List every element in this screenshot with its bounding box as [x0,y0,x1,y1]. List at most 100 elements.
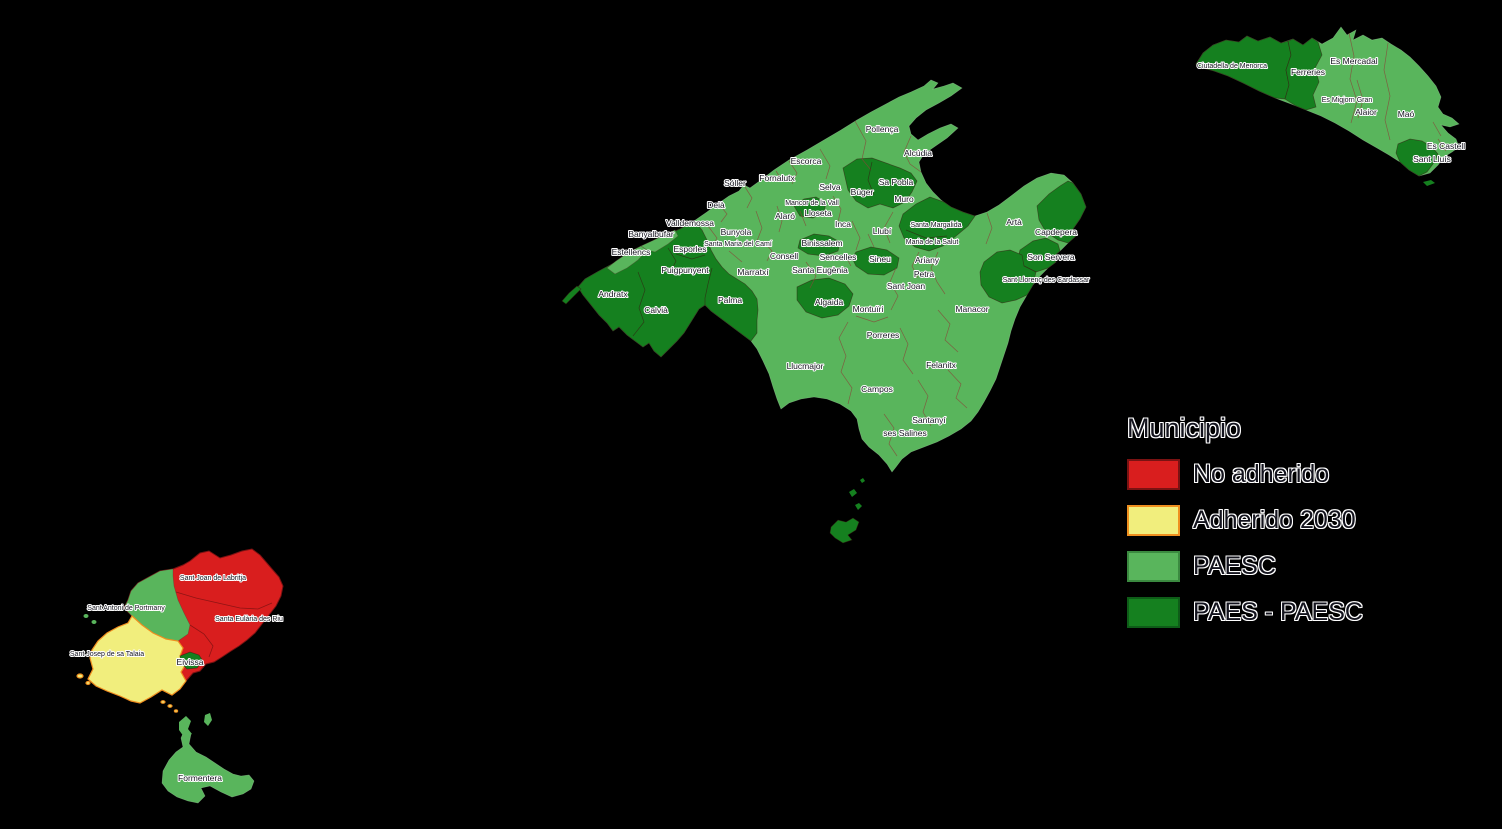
islet-es-vedranell [85,680,91,686]
label-ferreries: Ferreries [1291,67,1325,77]
label-es-migjorn-gran: Es Migjorn Gran [1322,97,1373,104]
label-selva: Selva [819,182,841,192]
label-maria-de-la-salut: Maria de la Salut [906,239,959,246]
label-sant-llu-s: Sant Lluís [1413,154,1451,164]
region-formentera [161,728,255,804]
island-formentera [160,700,255,804]
label-valldemossa: Valldemossa [666,218,714,228]
label-campos: Campos [861,384,893,394]
label-alar-: Alaró [775,211,795,221]
islet-bosc [91,620,97,624]
label-alaior: Alaior [1355,107,1377,117]
islet-yellow-2 [167,704,173,708]
label-capdepera: Capdepera [1035,227,1077,237]
label-banyalbufar: Banyalbufar [628,229,674,239]
label-sant-lloren-des-cardassar: Sant Llorenç des Cardassar [1003,277,1090,284]
label-santany-: Santanyí [912,415,946,425]
label-es-mercadal: Es Mercadal [1330,56,1377,66]
label-formentera: Formentera [178,773,222,783]
label-eivissa: Eivissa [177,657,204,667]
label-algaida: Algaida [815,297,844,307]
label-santa-eul-ria-des-riu: Santa Eulària des Riu [215,616,283,623]
legend: Municipio No adherido Adherido 2030 PAESC P… [1127,413,1363,628]
region-banyalbufar [640,229,679,253]
label-sant-antoni-de-portmany: Sant Antoni de Portmany [87,605,165,612]
label-santa-eug-nia: Santa Eugènia [792,265,848,275]
legend-item-adherido-2030: Adherido 2030 [1127,505,1363,536]
label-es-castell: Es Castell [1427,141,1465,151]
label-llub-: Llubí [873,226,892,236]
label-inca: Inca [835,219,851,229]
label-sant-joan: Sant Joan [887,281,926,291]
label-petra: Petra [914,269,935,279]
islet-tagomago [275,588,281,592]
label-muro: Muro [894,194,914,204]
islet-yellow-3 [173,709,179,713]
label-sant-joan-de-labritja: Sant Joan de Labritja [180,575,246,582]
label-santa-maria-del-cam-: Santa Maria del Camí [704,241,772,248]
legend-item-paesc: PAESC [1127,551,1363,582]
region-capdepera [1036,180,1087,244]
label-consell: Consell [770,251,798,261]
legend-swatch-no-adherido [1127,459,1180,490]
region-binissalem [797,233,841,257]
label-porreres: Porreres [867,330,900,340]
label-dei-: Deià [707,200,725,210]
region-sant-josep [87,615,187,704]
island-menorca [1195,26,1460,186]
label-ciutadella-de-menorca: Ciutadella de Menorca [1197,63,1267,70]
island-eivissa [76,548,284,704]
label-sencelles: Sencelles [820,252,857,262]
label-estellencs: Estellencs [612,247,651,257]
label-andratx: Andratx [598,289,628,299]
label-manacor: Manacor [955,304,988,314]
region-sant-lluis [1395,138,1439,177]
region-sant-llorenc [979,249,1037,304]
legend-label: No adherido [1193,460,1330,488]
mallorca-municipal-borders [707,120,993,457]
region-algaida [796,277,854,319]
region-campanet-buger-sa-pobla [842,157,918,209]
label-marratx-: Marratxí [737,267,769,277]
region-eivissa-town [179,651,204,670]
islet-es-vedra [76,673,84,679]
islet-espalmador [179,716,192,737]
label-ariany: Ariany [915,255,940,265]
region-sineu [851,246,900,276]
mallorca-dark-internal-borders [632,161,948,337]
islet-conillera [83,614,89,618]
label-felanitx: Felanitx [926,360,957,370]
region-santa-margalida-maria-de-la-salut [898,196,976,252]
label-art-: Artà [1006,217,1022,227]
region-sa-dragonera [561,285,582,305]
menorca-municipal-borders [1348,32,1447,152]
label-alc-dia: Alcúdia [904,148,932,158]
label-binissalem: Binissalem [801,238,842,248]
legend-item-no-adherido: No adherido [1127,459,1363,490]
label-pollen-a: Pollença [866,124,899,134]
eivissa-municipal-borders [175,591,273,658]
islet-espardell [204,713,212,726]
legend-swatch-paes-paesc [1127,597,1180,628]
municipality-labels: Pollença Alcúdia Escorca Fornalutx Sóller Sel… [69,55,1466,784]
legend-label: Adherido 2030 [1193,506,1356,534]
legend-swatch-adherido-2030 [1127,505,1180,536]
legend-label: PAESC [1193,552,1276,580]
legend-items: No adherido Adherido 2030 PAESC PAES - PAES… [1127,459,1363,628]
label-bunyola: Bunyola [721,227,752,237]
legend-item-paes-paesc: PAES - PAESC [1127,597,1363,628]
label-sineu: Sineu [869,254,891,264]
label-lloseta: Lloseta [804,208,832,218]
label-montu-ri: Montuïri [853,304,884,314]
label-llucmajor: Llucmajor [787,361,824,371]
legend-label: PAES - PAESC [1193,598,1363,626]
label-escorca: Escorca [791,156,822,166]
legend-swatch-paesc [1127,551,1180,582]
label-palma: Palma [718,295,742,305]
islet-yellow-1 [160,700,166,704]
label-esporles: Esporles [673,244,706,254]
label-son-servera: Son Servera [1027,252,1075,262]
label-puigpunyent: Puigpunyent [661,265,709,275]
